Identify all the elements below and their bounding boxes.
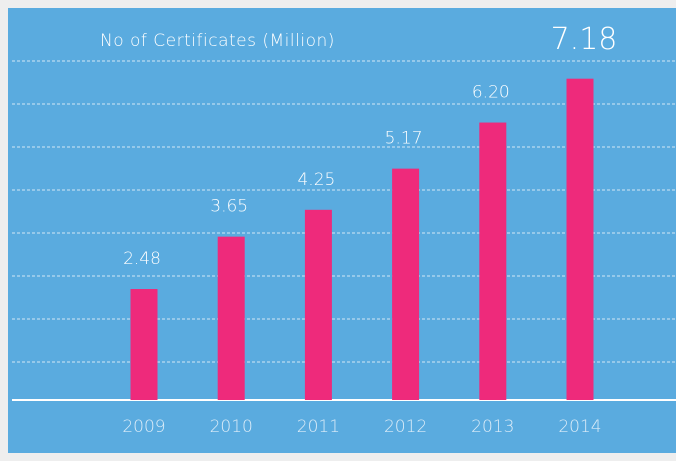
x-tick-label: 2009	[122, 417, 165, 437]
plot-background	[8, 8, 676, 453]
value-label: 7.18	[551, 22, 618, 57]
bar	[217, 236, 245, 400]
bar	[130, 289, 158, 400]
bar	[479, 122, 507, 401]
bar	[392, 168, 420, 400]
value-label: 4.25	[297, 170, 335, 190]
x-tick-label: 2013	[471, 417, 514, 437]
x-tick-label: 2010	[210, 417, 253, 437]
value-label: 2.48	[123, 249, 161, 269]
value-label: 6.20	[472, 83, 510, 103]
x-tick-label: 2012	[384, 417, 427, 437]
chart-title: No of Certificates (Million)	[100, 31, 335, 51]
value-label: 5.17	[385, 129, 423, 149]
bar	[304, 209, 332, 400]
x-tick-label: 2014	[558, 417, 601, 437]
bar	[566, 78, 594, 400]
x-tick-label: 2011	[297, 417, 340, 437]
value-label: 3.65	[210, 197, 248, 217]
